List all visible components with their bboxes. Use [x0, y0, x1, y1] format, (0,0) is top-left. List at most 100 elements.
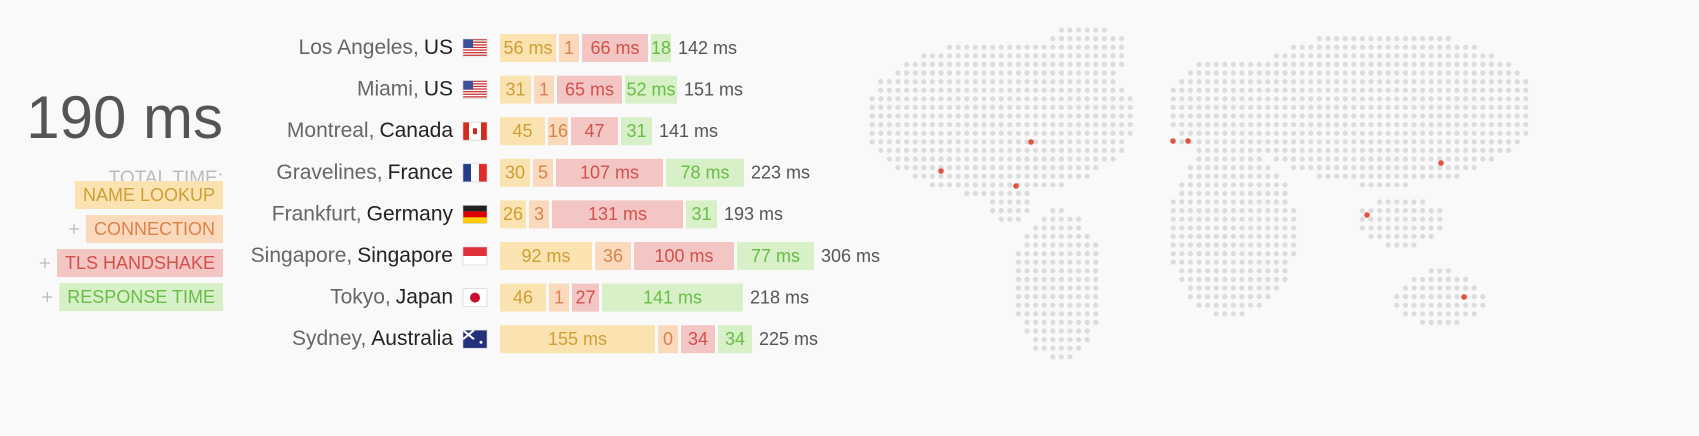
- map-dot: [1273, 259, 1279, 265]
- map-dot: [878, 139, 884, 145]
- map-dot: [1119, 147, 1125, 153]
- map-dot: [1394, 96, 1400, 102]
- map-dot: [972, 53, 979, 59]
- map-dot: [1067, 70, 1073, 76]
- map-dot: [1523, 79, 1529, 85]
- map-dot: [1187, 104, 1193, 110]
- country: Singapore: [357, 244, 453, 267]
- map-dot: [1033, 147, 1039, 153]
- map-dot: [1282, 225, 1288, 231]
- map-dot: [1213, 251, 1219, 257]
- map-dot: [1273, 156, 1279, 162]
- map-dot: [1256, 156, 1262, 162]
- map-dot: [1196, 173, 1202, 179]
- map-dot: [1067, 251, 1073, 257]
- map-dot: [1256, 190, 1262, 196]
- map-dot: [1050, 96, 1056, 102]
- map-dot: [1248, 199, 1254, 205]
- map-dot: [1402, 165, 1408, 171]
- map-dot: [1076, 251, 1082, 257]
- map-dot: [1239, 208, 1245, 214]
- map-dot: [1282, 147, 1288, 153]
- location-label: Sydney, Australia: [292, 327, 453, 350]
- map-dot: [1437, 285, 1443, 291]
- map-dot: [1179, 104, 1185, 110]
- flag-border: [462, 329, 488, 349]
- map-dot: [998, 53, 1004, 59]
- map-dot: [1205, 268, 1211, 274]
- map-dot: [1007, 104, 1013, 110]
- map-dot: [990, 70, 996, 76]
- map-dot: [1050, 251, 1056, 257]
- map-dot: [1222, 259, 1228, 265]
- map-dot: [1024, 87, 1030, 93]
- map-dot: [1033, 294, 1039, 300]
- map-dot: [1402, 70, 1408, 76]
- map-dot: [1110, 156, 1116, 162]
- map-dot: [1265, 173, 1271, 179]
- map-dot: [1248, 268, 1254, 274]
- map-dot: [1506, 122, 1512, 128]
- map-dot: [1428, 173, 1434, 179]
- map-dot: [1471, 130, 1477, 136]
- map-dot: [1007, 130, 1013, 136]
- map-dot: [1033, 122, 1039, 128]
- map-dot: [938, 79, 944, 85]
- map-dot: [1256, 276, 1262, 282]
- map-dot: [1041, 113, 1047, 119]
- bar-segment: [549, 283, 569, 312]
- bar-segment: [634, 242, 734, 270]
- map-dot: [1222, 242, 1228, 248]
- map-dot: [1127, 96, 1133, 102]
- bar-segment: [500, 117, 545, 146]
- map-dot: [1497, 139, 1503, 145]
- map-dot: [1514, 104, 1520, 110]
- map-dot: [998, 113, 1004, 119]
- map-dot: [1385, 182, 1391, 188]
- map-dot: [1334, 130, 1340, 136]
- map-dot: [947, 96, 953, 102]
- map-dot: [1428, 233, 1434, 239]
- map-dot: [1265, 147, 1271, 153]
- map-dot: [998, 147, 1004, 153]
- map-dot: [1248, 147, 1254, 153]
- map-dot: [921, 104, 927, 110]
- map-dot: [1084, 242, 1090, 248]
- map-dot: [1179, 199, 1185, 205]
- map-dot: [1033, 79, 1039, 85]
- map-dot: [1488, 130, 1494, 136]
- map-dot: [1342, 61, 1348, 67]
- map-dot: [1385, 225, 1391, 231]
- map-dot: [929, 87, 936, 93]
- flag: [462, 205, 488, 224]
- map-dot: [1041, 96, 1047, 102]
- map-dot: [1239, 147, 1245, 153]
- map-dot: [1110, 147, 1116, 153]
- map-dot: [1256, 139, 1262, 145]
- map-dot: [1273, 104, 1279, 110]
- map-dot: [1050, 173, 1056, 179]
- map-dot: [981, 87, 987, 93]
- map-dot: [1058, 276, 1064, 282]
- map-dot: [1411, 242, 1417, 248]
- legend-label: TLS HANDSHAKE: [65, 253, 215, 273]
- map-dot: [1187, 208, 1193, 214]
- map-dot: [1480, 79, 1486, 85]
- map-dot: [1445, 147, 1451, 153]
- map-dot: [1076, 156, 1082, 162]
- map-dot: [972, 165, 979, 171]
- map-dot: [990, 199, 996, 205]
- map-dot: [1523, 113, 1529, 119]
- map-dot: [1394, 208, 1400, 214]
- map-dot: [1463, 113, 1469, 119]
- map-dot: [1273, 96, 1279, 102]
- map-dot: [1050, 36, 1056, 42]
- map-dot: [912, 113, 918, 119]
- total-label: 218 ms: [750, 287, 809, 307]
- map-dot: [1351, 79, 1357, 85]
- map-dot: [1033, 242, 1039, 248]
- map-dot: [1411, 36, 1417, 42]
- map-dot: [1230, 165, 1236, 171]
- map-dot: [1222, 302, 1228, 308]
- map-dot: [1368, 96, 1374, 102]
